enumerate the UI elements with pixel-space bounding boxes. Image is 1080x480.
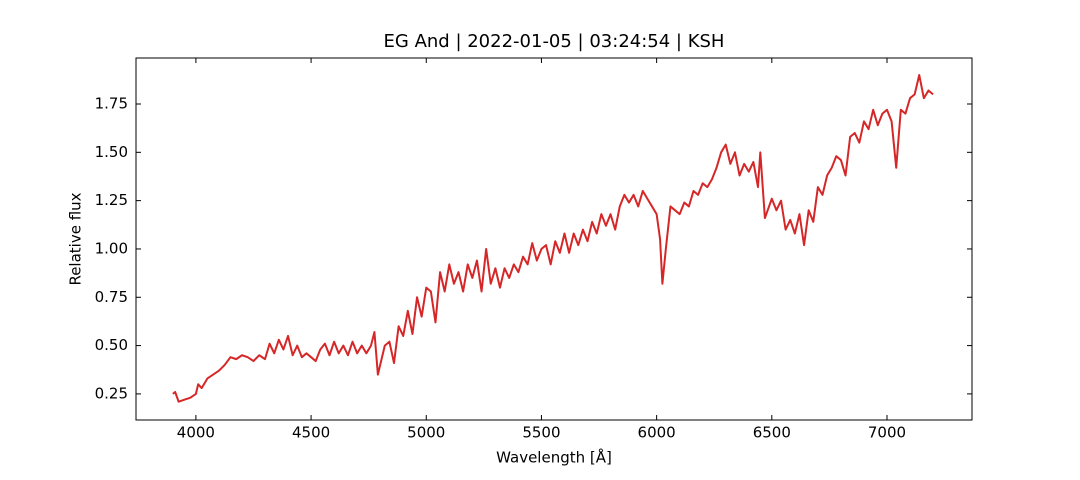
y-tick-label: 1.00 bbox=[95, 239, 128, 257]
x-tick-label: 5500 bbox=[522, 424, 560, 442]
x-tick-label: 6000 bbox=[638, 424, 676, 442]
y-axis-label: Relative flux bbox=[67, 192, 85, 285]
chart-title: EG And | 2022-01-05 | 03:24:54 | KSH bbox=[384, 31, 725, 52]
x-tick-label: 4500 bbox=[292, 424, 330, 442]
x-axis-label: Wavelength [Å] bbox=[496, 448, 612, 467]
y-tick-label: 1.25 bbox=[95, 191, 128, 209]
y-tick-label: 0.25 bbox=[95, 384, 128, 402]
spectrum-line bbox=[172, 74, 934, 403]
y-tick-label: 1.50 bbox=[95, 143, 128, 161]
x-tick-label: 6500 bbox=[753, 424, 791, 442]
y-tick-label: 1.75 bbox=[95, 94, 128, 112]
x-tick-label: 4000 bbox=[177, 424, 215, 442]
plot-frame bbox=[135, 57, 973, 421]
y-tick-label: 0.75 bbox=[95, 288, 128, 306]
x-tick-label: 7000 bbox=[868, 424, 906, 442]
x-tick-label: 5000 bbox=[407, 424, 445, 442]
y-tick-label: 0.50 bbox=[95, 336, 128, 354]
